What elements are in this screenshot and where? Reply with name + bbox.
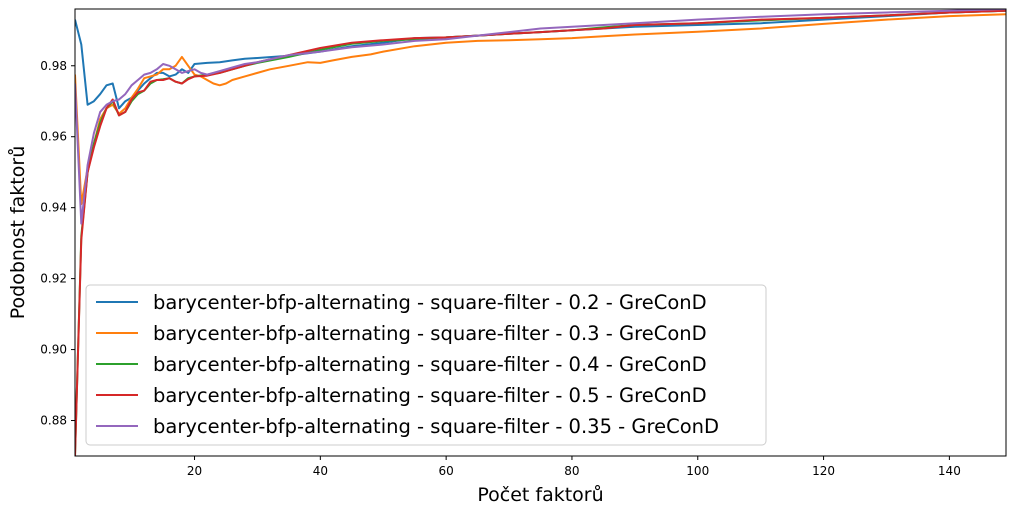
x-tick-label: 80 [564, 464, 579, 478]
x-tick-label: 40 [313, 464, 328, 478]
y-axis-title: Podobnost faktorů [7, 146, 29, 319]
plot-lines [75, 9, 1006, 456]
y-tick-label: 0.98 [40, 59, 67, 73]
legend-entry-label: barycenter-bfp-alternating - square-filt… [153, 291, 707, 314]
legend-entry-label: barycenter-bfp-alternating - square-filt… [153, 353, 707, 376]
series-line-5 [75, 9, 1006, 225]
legend-entry-label: barycenter-bfp-alternating - square-filt… [153, 415, 719, 438]
series-line-2 [75, 13, 1006, 206]
y-axis-ticks: 0.88 0.90 0.92 0.94 0.96 0.98 [40, 59, 75, 428]
x-tick-label: 20 [187, 464, 202, 478]
y-tick-label: 0.90 [40, 343, 67, 357]
x-tick-label: 60 [439, 464, 454, 478]
legend: barycenter-bfp-alternating - square-filt… [85, 284, 767, 446]
x-axis-title: Počet faktorů [477, 484, 603, 506]
series-line-4 [75, 9, 1006, 456]
y-tick-label: 0.92 [40, 272, 67, 286]
x-axis-ticks: 20 40 60 80 100 120 140 [187, 456, 961, 478]
y-tick-label: 0.94 [40, 201, 67, 215]
y-tick-label: 0.88 [40, 414, 67, 428]
x-tick-label: 120 [812, 464, 835, 478]
legend-entry-label: barycenter-bfp-alternating - square-filt… [153, 322, 707, 345]
legend-entry-label: barycenter-bfp-alternating - square-filt… [153, 384, 707, 407]
y-tick-label: 0.96 [40, 130, 67, 144]
x-tick-label: 100 [686, 464, 709, 478]
x-tick-label: 140 [938, 464, 961, 478]
legend-box [85, 284, 767, 446]
plot-frame [74, 8, 1007, 457]
